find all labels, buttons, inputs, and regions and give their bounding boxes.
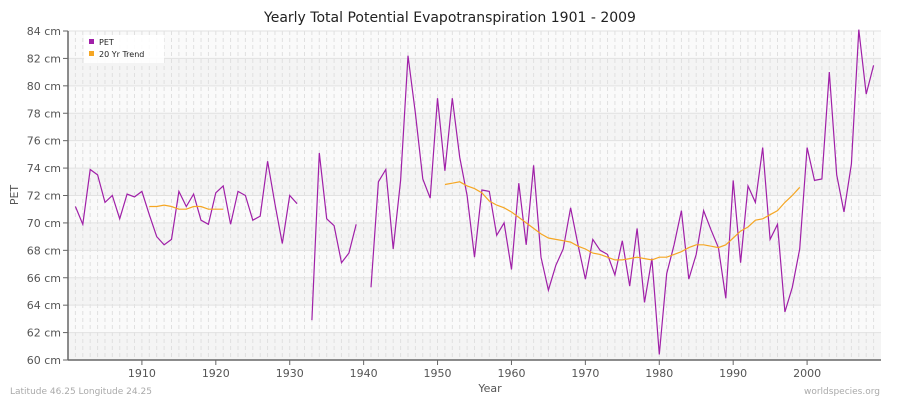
y-tick-label: 72 cm — [27, 190, 61, 203]
y-tick-label: 64 cm — [27, 299, 61, 312]
y-tick-label: 60 cm — [27, 354, 61, 367]
legend-label-pet: PET — [99, 38, 114, 47]
y-tick-label: 62 cm — [27, 327, 61, 340]
y-tick-label: 78 cm — [27, 107, 61, 120]
x-tick-label: 1990 — [719, 367, 747, 380]
footer-location: Latitude 46.25 Longitude 24.25 — [10, 387, 152, 397]
legend-swatch-trend — [89, 51, 94, 56]
pet-series-line — [74, 29, 875, 355]
x-tick-label: 1910 — [128, 367, 156, 380]
x-tick-label: 1980 — [645, 367, 673, 380]
x-axis-ticks: 1910 1920 1930 1940 1950 1960 1970 1980 1990 2000 — [128, 360, 821, 380]
x-tick-label: 1920 — [202, 367, 230, 380]
y-tick-label: 66 cm — [27, 272, 61, 285]
trend-series-line — [444, 181, 801, 261]
x-tick-label: 1960 — [497, 367, 525, 380]
chart-title: Yearly Total Potential Evapotranspiratio… — [263, 10, 636, 26]
x-tick-label: 1970 — [571, 367, 599, 380]
series-lines — [74, 29, 875, 355]
legend: PET 20 Yr Trend — [84, 35, 164, 63]
y-tick-label: 82 cm — [27, 52, 61, 65]
x-axis-label: Year — [477, 382, 502, 395]
y-axis-label: PET — [8, 185, 21, 206]
y-tick-label: 70 cm — [27, 217, 61, 230]
y-tick-label: 76 cm — [27, 135, 61, 148]
footer-source: worldspecies.org — [804, 387, 880, 397]
legend-swatch-pet — [89, 39, 94, 44]
x-tick-label: 1940 — [350, 367, 378, 380]
y-tick-label: 74 cm — [27, 162, 61, 175]
y-tick-label: 68 cm — [27, 244, 61, 257]
legend-box — [84, 35, 164, 63]
x-tick-label: 1930 — [276, 367, 304, 380]
trend-series-line — [149, 204, 224, 210]
y-axis-ticks: 60 cm 62 cm 64 cm 66 cm 68 cm 70 cm 72 cm 74 cm… — [27, 25, 68, 367]
x-tick-label: 1950 — [424, 367, 452, 380]
y-tick-label: 80 cm — [27, 80, 61, 93]
y-tick-label: 84 cm — [27, 25, 61, 38]
legend-label-trend: 20 Yr Trend — [99, 50, 144, 59]
x-tick-label: 2000 — [793, 367, 821, 380]
